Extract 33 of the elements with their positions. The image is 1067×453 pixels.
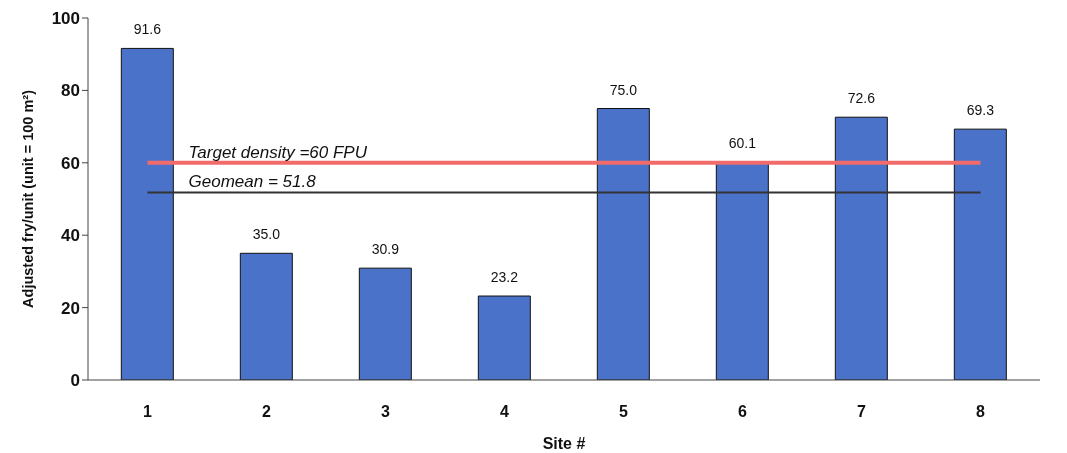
bar bbox=[477, 295, 531, 380]
y-tick-label: 40 bbox=[61, 226, 80, 246]
x-tick-label: 2 bbox=[262, 403, 272, 421]
bar bbox=[358, 267, 412, 380]
bar bbox=[834, 116, 888, 380]
y-tick-label: 0 bbox=[70, 371, 80, 391]
x-tick-label: 6 bbox=[738, 403, 748, 421]
bar bbox=[596, 108, 650, 380]
data-label: 75.0 bbox=[609, 81, 638, 98]
data-label: 30.9 bbox=[371, 241, 400, 258]
y-tick-label: 20 bbox=[61, 298, 80, 318]
y-tick-label: 100 bbox=[51, 9, 80, 29]
ref-line-label: Target density =60 FPU bbox=[188, 142, 368, 162]
ref-line-label: Geomean = 51.8 bbox=[188, 172, 317, 192]
bar bbox=[239, 252, 293, 380]
y-tick-label: 60 bbox=[61, 153, 80, 173]
data-label: 35.0 bbox=[252, 226, 281, 243]
x-tick-label: 8 bbox=[976, 403, 986, 421]
y-axis-title: Adjusted fry/unit (unit = 100 m²) bbox=[20, 89, 36, 308]
data-label: 60.1 bbox=[728, 135, 757, 152]
y-tick-label: 80 bbox=[61, 81, 80, 101]
x-tick-label: 1 bbox=[143, 403, 153, 421]
bar bbox=[120, 47, 174, 380]
x-tick-label: 7 bbox=[857, 403, 867, 421]
data-label: 23.2 bbox=[490, 269, 519, 286]
x-tick-label: 4 bbox=[500, 403, 510, 421]
data-label: 69.3 bbox=[966, 102, 995, 119]
x-tick-label: 3 bbox=[381, 403, 391, 421]
x-axis-title: Site # bbox=[542, 435, 586, 452]
data-label: 72.6 bbox=[847, 90, 876, 107]
x-tick-label: 5 bbox=[619, 403, 629, 421]
bar bbox=[953, 128, 1007, 380]
data-label: 91.6 bbox=[133, 21, 162, 38]
